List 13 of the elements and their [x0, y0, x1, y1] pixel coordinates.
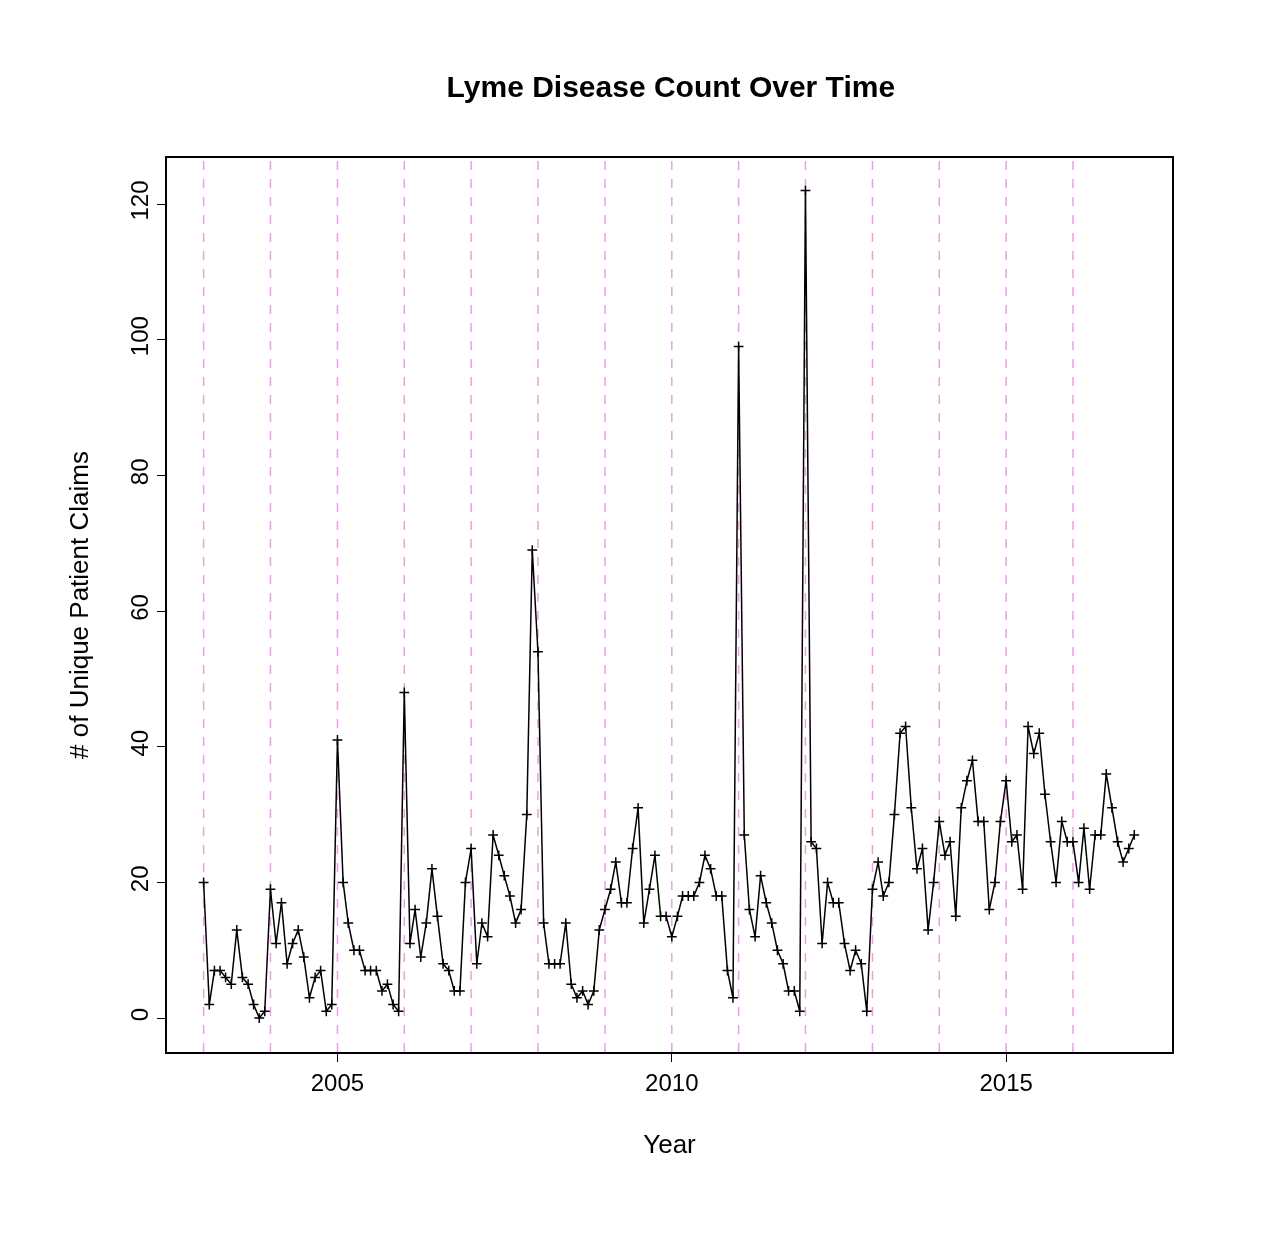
x-tick-label: 2005 — [310, 1068, 365, 1096]
x-tick-label: 2015 — [979, 1068, 1033, 1096]
y-tick-label: 120 — [125, 180, 153, 221]
y-tick-label: 80 — [125, 458, 153, 486]
y-tick-label: 100 — [125, 316, 153, 357]
x-tick-label: 2010 — [645, 1068, 699, 1096]
y-tick-label: 60 — [125, 594, 153, 621]
y-tick-label: 20 — [125, 865, 153, 893]
y-axis-title: # of Unique Patient Claims — [63, 451, 94, 759]
y-tick-label: 0 — [125, 1007, 153, 1022]
y-tick-label: 40 — [125, 729, 153, 757]
chart-title: Lyme Disease Count Over Time — [446, 70, 896, 104]
x-axis-title: Year — [643, 1128, 697, 1159]
